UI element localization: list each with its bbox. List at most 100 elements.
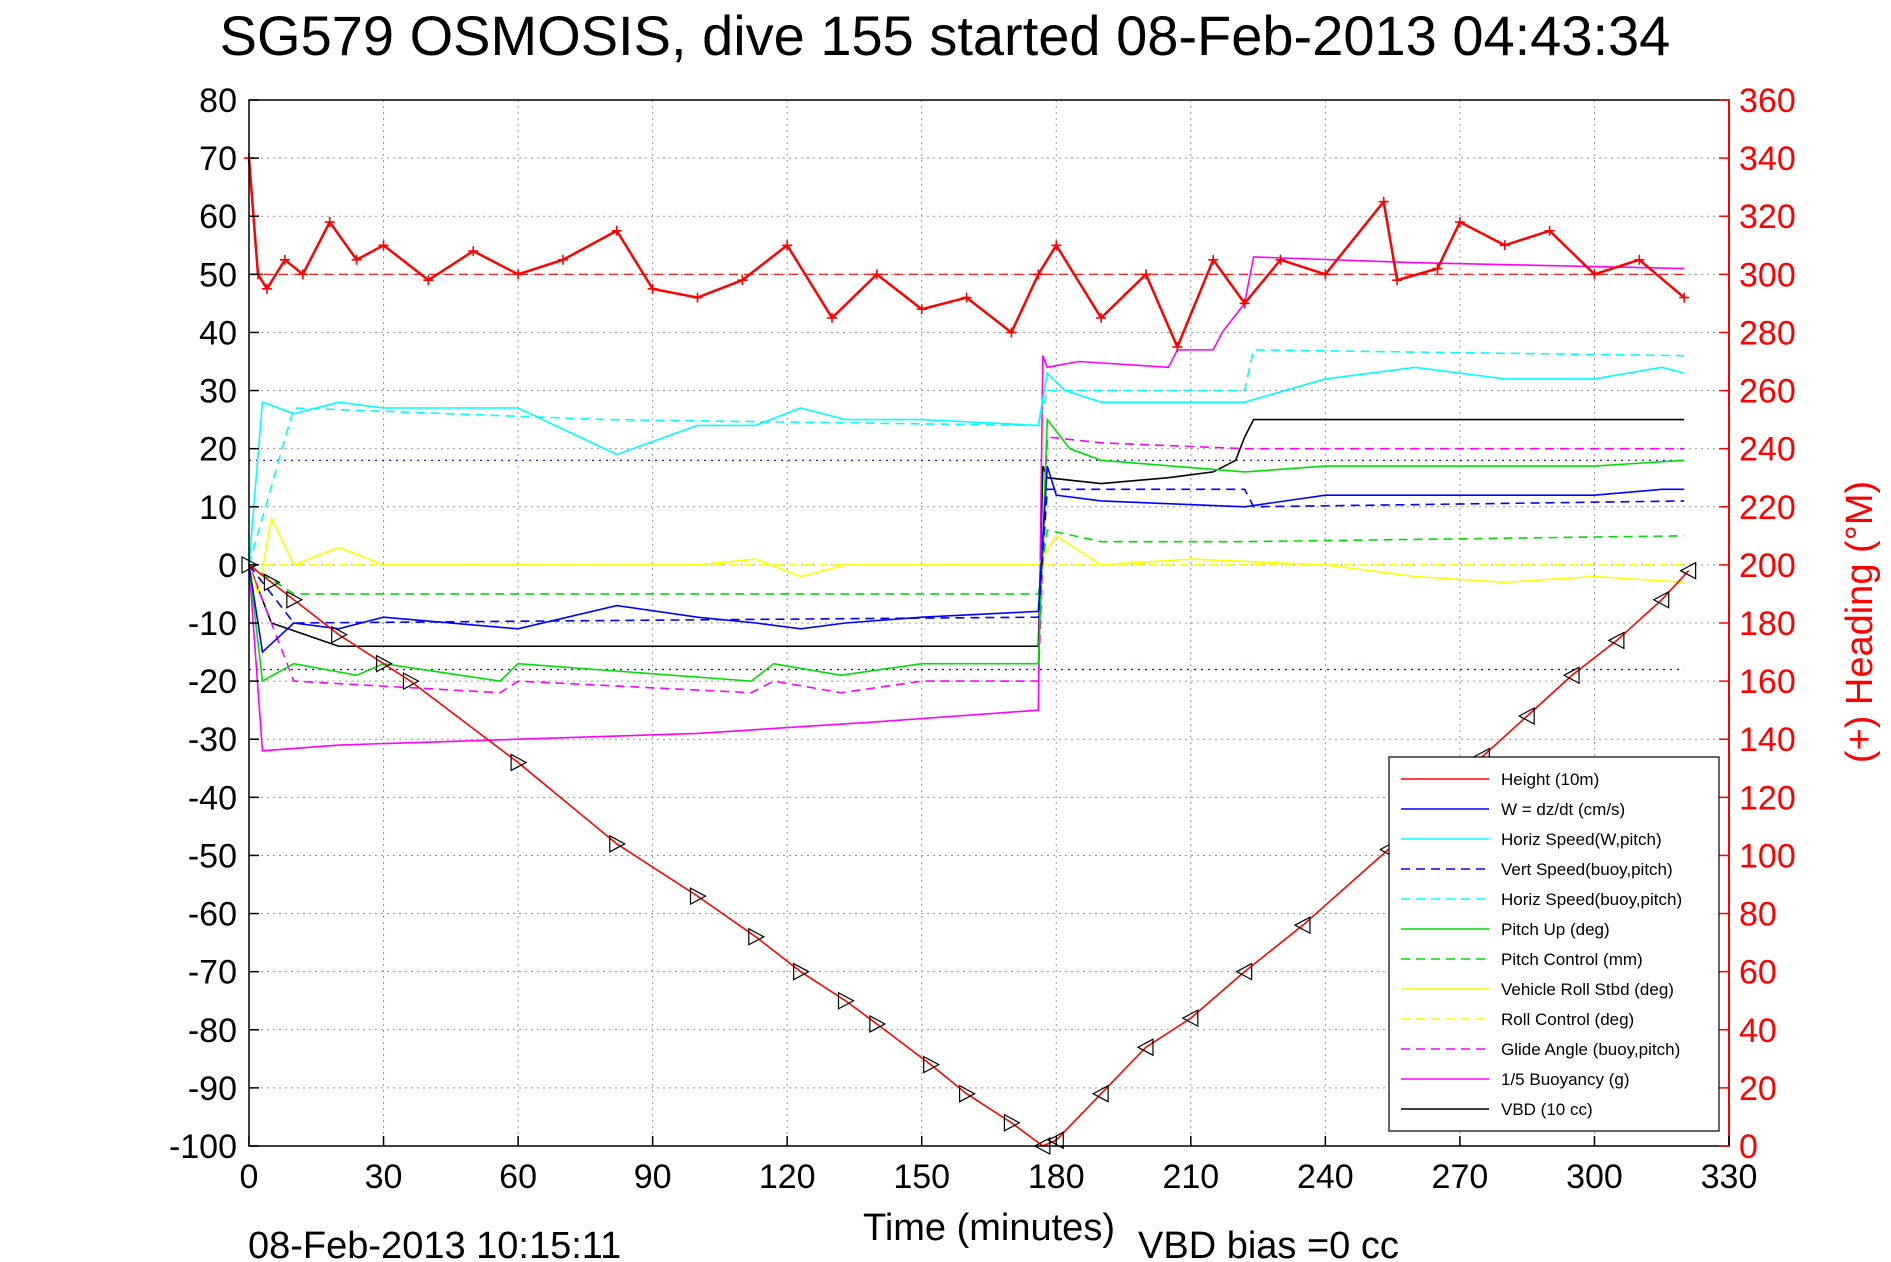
height-marker (689, 887, 707, 906)
heading-point (1392, 275, 1403, 286)
legend-label: VBD (10 cc) (1501, 1100, 1593, 1119)
height-marker (793, 962, 810, 981)
height-marker (1091, 1084, 1109, 1103)
x-tick-label: 210 (1162, 1158, 1219, 1196)
x-tick-label: 150 (893, 1158, 950, 1196)
heading-point (1096, 312, 1107, 323)
series-vehicle-roll-stbd-deg (248, 515, 1685, 595)
x-tick-label: 90 (634, 1158, 672, 1196)
y-tick-label: -90 (188, 1070, 237, 1108)
heading-point (1544, 225, 1555, 236)
series-horiz-speed-buoy-pitch (248, 349, 1685, 566)
series-heading (247, 158, 1685, 351)
y-tick-label: -20 (188, 663, 237, 701)
y-tick-label: -40 (188, 779, 237, 817)
heading-point (611, 225, 622, 236)
right-tick-label: 320 (1739, 198, 1796, 236)
right-tick-label: 300 (1739, 256, 1796, 294)
right-tick-label: 20 (1739, 1070, 1777, 1108)
x-tick-label: 60 (499, 1158, 537, 1196)
series-horiz-speed-w-pitch (248, 366, 1685, 565)
legend-label: Vehicle Roll Stbd (deg) (1501, 980, 1674, 999)
right-axis-ticks: 3603403203002802602402202001801601401201… (1719, 82, 1796, 1166)
series-group (244, 153, 1690, 1147)
x-tick-label: 240 (1297, 1158, 1354, 1196)
right-tick-label: 240 (1739, 431, 1796, 469)
heading-point (324, 217, 335, 228)
y-tick-label: 30 (199, 373, 237, 411)
heading-point (782, 240, 793, 251)
legend-label: 1/5 Buoyancy (g) (1501, 1070, 1630, 1089)
height-marker (1293, 916, 1311, 935)
heading-point (1378, 196, 1389, 207)
right-tick-label: 120 (1739, 779, 1796, 817)
vbd-bias-label: VBD bias =0 cc (1138, 1225, 1399, 1262)
x-axis-label: Time (minutes) (863, 1207, 1115, 1249)
y-tick-label: -10 (188, 605, 237, 643)
y-tick-label: 0 (218, 547, 237, 585)
right-tick-label: 180 (1739, 605, 1796, 643)
legend-label: Height (10m) (1501, 770, 1599, 789)
height-marker (1003, 1113, 1021, 1132)
heading-point (279, 254, 290, 265)
series-pitch-up-deg (248, 417, 1685, 683)
right-tick-label: 60 (1739, 954, 1777, 992)
height-marker (869, 1014, 887, 1033)
heading-point (1454, 217, 1465, 228)
heading-point (1006, 327, 1017, 338)
right-tick-label: 200 (1739, 547, 1796, 585)
heading-point (1033, 269, 1044, 280)
y-tick-label: -70 (188, 954, 237, 992)
heading-point (513, 269, 524, 280)
y-tick-label: 20 (199, 431, 237, 469)
series-vbd-10-cc (248, 418, 1685, 648)
y-tick-label: 10 (199, 489, 237, 527)
y-tick-label: 60 (199, 198, 237, 236)
legend-label: W = dz/dt (cm/s) (1501, 800, 1625, 819)
height-marker (1607, 631, 1625, 650)
heading-point (737, 275, 748, 286)
x-tick-label: 270 (1432, 1158, 1489, 1196)
reference-lines (249, 273, 1685, 671)
height-marker (1652, 590, 1670, 609)
legend-box (1388, 756, 1720, 1132)
right-tick-label: 0 (1739, 1128, 1758, 1166)
heading-point (1634, 254, 1645, 265)
heading-point (1051, 240, 1062, 251)
legend-label: Glide Angle (buoy,pitch) (1501, 1040, 1680, 1059)
heading-point (1140, 269, 1151, 280)
x-tick-label: 300 (1566, 1158, 1623, 1196)
right-tick-label: 160 (1739, 663, 1796, 701)
height-marker (510, 753, 528, 772)
height-marker (1235, 962, 1253, 981)
right-tick-label: 100 (1739, 837, 1796, 875)
heading-point (261, 283, 272, 294)
heading-point (297, 269, 308, 280)
right-tick-label: 280 (1739, 314, 1796, 352)
heading-point (916, 304, 927, 315)
x-tick-label: 120 (759, 1158, 816, 1196)
height-marker (286, 590, 304, 609)
series-pitch-control-mm (248, 529, 1685, 595)
legend-label: Vert Speed(buoy,pitch) (1501, 860, 1673, 879)
y-tick-label: -100 (169, 1128, 237, 1166)
heading-point (1432, 263, 1443, 274)
heading-point (557, 254, 568, 265)
series-glide-angle-buoy-pitch (248, 436, 1685, 694)
heading-point (378, 240, 389, 251)
y-tick-label: 70 (199, 140, 237, 178)
height-marker (923, 1055, 940, 1074)
heading-point (871, 269, 882, 280)
legend-label: Pitch Control (mm) (1501, 950, 1643, 969)
height-marker (748, 927, 766, 946)
right-tick-label: 340 (1739, 140, 1796, 178)
height-marker (402, 672, 420, 691)
y-tick-label: 40 (199, 314, 237, 352)
legend: Height (10m) W = dz/dt (cm/s) Horiz Speed(… (1388, 756, 1720, 1132)
heading-point (351, 254, 362, 265)
height-marker (609, 834, 627, 853)
heading-point (827, 312, 838, 323)
heading-point (961, 292, 972, 303)
x-tick-label: 30 (365, 1158, 403, 1196)
height-marker (1136, 1038, 1154, 1057)
